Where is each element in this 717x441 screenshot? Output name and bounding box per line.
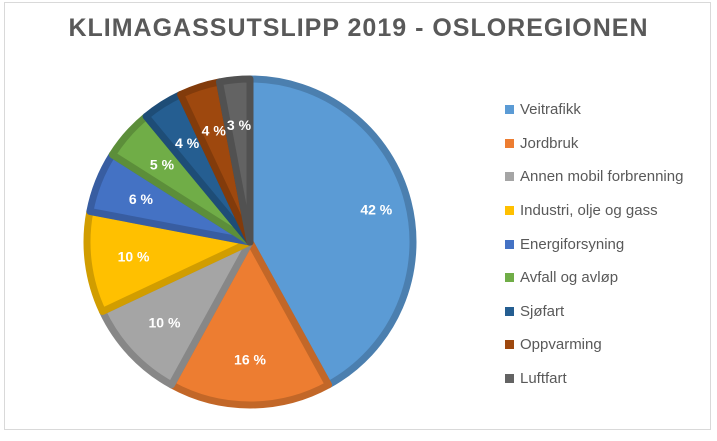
legend-item: Veitrafikk: [505, 93, 710, 127]
pie-data-labels: 42 %16 %10 %10 %6 %5 %4 %4 % 3 %: [118, 117, 393, 367]
data-label-4: 10 %: [118, 249, 150, 265]
legend-swatch: [505, 374, 514, 384]
legend-item: Luftfart: [505, 362, 710, 396]
pie-slices: [83, 75, 417, 409]
legend-item: Energiforsyning: [505, 227, 710, 261]
chart-title: KLIMAGASSUTSLIPP 2019 - OSLOREGIONEN: [68, 14, 649, 42]
pie-slice-1: [246, 75, 417, 389]
legend-swatch: [505, 138, 514, 148]
legend-label: Energiforsyning: [520, 235, 625, 253]
legend-item: Oppvarming: [505, 328, 710, 362]
legend-swatch: [505, 105, 514, 115]
legend-label: Industri, olje og gass: [520, 202, 658, 220]
legend-label: Luftfart: [520, 370, 567, 388]
pie-slice-2: [167, 238, 333, 409]
legend-swatch: [505, 239, 514, 249]
legend-item: Jordbruk: [505, 127, 710, 161]
legend-item: Annen mobil forbrenning: [505, 160, 710, 194]
legend-label: Annen mobil forbrenning: [520, 168, 684, 186]
data-label-3: 10 %: [148, 314, 180, 330]
data-label-2: 16 %: [234, 351, 266, 367]
legend-label: Veitrafikk: [520, 101, 581, 119]
data-label-8: 4 %: [202, 122, 227, 138]
data-label-7: 4 %: [175, 135, 200, 151]
legend-label: Oppvarming: [520, 336, 602, 354]
legend-swatch: [505, 340, 514, 350]
data-label-6: 5 %: [150, 156, 175, 172]
legend-swatch: [505, 172, 514, 182]
legend: Veitrafikk Jordbruk Annen mobil forbrennin…: [505, 93, 710, 395]
legend-label: Avfall og avløp: [520, 269, 619, 287]
pie-slice-9: [215, 75, 254, 246]
data-label-1: 42 %: [360, 202, 392, 218]
legend-item: Industri, olje og gass: [505, 194, 710, 228]
data-label-9: 3 %: [227, 117, 252, 133]
legend-swatch: [505, 306, 514, 316]
legend-item: Avfall og avløp: [505, 261, 710, 295]
legend-label: Jordbruk: [520, 134, 579, 152]
legend-swatch: [505, 206, 514, 216]
legend-swatch: [505, 273, 514, 283]
legend-label: Sjøfart: [520, 302, 565, 320]
legend-item: Sjøfart: [505, 295, 710, 329]
data-label-5: 6 %: [129, 191, 154, 207]
